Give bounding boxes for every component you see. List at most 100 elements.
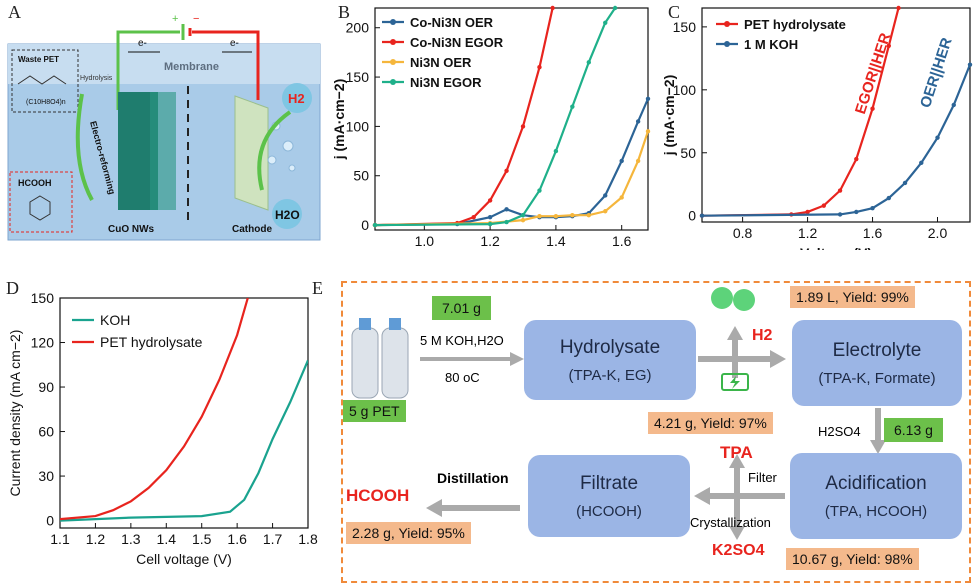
data-point	[603, 209, 608, 214]
electrolyte-title: Electrolyte	[832, 339, 922, 361]
data-point	[504, 219, 509, 225]
y-tick-label: 0	[361, 217, 369, 233]
data-point	[487, 198, 493, 203]
data-point	[471, 214, 476, 220]
data-point	[504, 168, 509, 173]
x-tick-label: 0.8	[733, 225, 753, 241]
panel-b-label: B	[338, 2, 351, 22]
data-point	[520, 217, 526, 223]
cathode-label: Cathode	[232, 224, 272, 235]
h2o-bubble	[272, 199, 302, 229]
cathode-plate	[234, 95, 269, 211]
data-point	[570, 104, 575, 109]
electrolyte-box: Electrolyte (TPA-K, Formate)	[792, 320, 962, 406]
nanowire-fringe	[150, 92, 176, 210]
data-point	[896, 5, 901, 11]
data-point	[635, 119, 641, 124]
x-tick-label: 1.6	[612, 233, 632, 249]
data-point	[645, 129, 651, 134]
data-point	[935, 135, 940, 140]
series-line-pet-hydrolysate	[60, 298, 249, 521]
tank-top-layer	[8, 44, 320, 84]
cuo-label: CuO NWs	[108, 224, 155, 235]
oer-annotation: OER||HER	[917, 36, 956, 110]
x-tick-label: 1.0	[415, 233, 435, 249]
electron-right: e-	[230, 38, 239, 49]
panel-a-schematic: + − e- e- Membrane H2 H2O Waste PET (C10…	[7, 13, 321, 241]
bottle-cap	[389, 318, 401, 330]
data-point	[504, 207, 509, 212]
legend-label: 1 M KOH	[744, 37, 798, 52]
battery-icon	[721, 373, 749, 391]
x-tick-label: 1.2	[480, 233, 500, 249]
x-tick-label: 1.4	[157, 531, 177, 547]
arrowhead	[727, 326, 743, 340]
crystallization-label: Crystallization	[690, 515, 771, 530]
data-point	[537, 188, 542, 193]
pet-mass-tag: 5 g PET	[343, 400, 406, 422]
filtrate-subtitle: (HCOOH)	[576, 502, 642, 520]
x-tick-label: 1.3	[121, 531, 141, 547]
arrowhead	[729, 454, 745, 468]
data-point	[821, 203, 827, 208]
legend-marker	[390, 39, 396, 45]
arrowhead	[426, 499, 442, 517]
data-point	[553, 148, 559, 154]
y-tick-label: 50	[680, 145, 696, 161]
data-point	[805, 209, 810, 215]
panel-c-label: C	[668, 2, 681, 22]
x-tick-label: 1.6	[227, 531, 247, 547]
panel-a-label: A	[8, 2, 21, 22]
data-point	[837, 188, 843, 193]
x-tick-label: 1.6	[863, 225, 883, 241]
h2-bubble	[282, 83, 312, 113]
y-tick-label: 50	[353, 168, 369, 184]
hydrolysate-subtitle: (TPA-K, EG)	[568, 366, 652, 384]
hydrolysate-box: Hydrolysate (TPA-K, EG)	[524, 320, 696, 400]
x-tick-label: 1.4	[546, 233, 566, 249]
x-tick-label: 1.2	[798, 225, 818, 241]
data-point	[487, 221, 493, 227]
cathode-h2: H2	[288, 91, 305, 106]
bubble	[282, 140, 294, 152]
y-tick-label: 120	[31, 335, 55, 351]
data-point	[619, 195, 624, 200]
data-point	[603, 193, 608, 198]
battery-bolt	[730, 376, 740, 389]
membrane-label: Membrane	[164, 61, 219, 73]
anode-wire	[116, 30, 180, 110]
k2so4-yield-tag: 10.67 g, Yield: 98%	[786, 548, 919, 570]
hydrolysis-conditions: 5 M KOH,H2O	[420, 333, 504, 348]
data-point	[570, 213, 575, 218]
arrowhead	[510, 352, 524, 366]
arrowhead	[870, 440, 886, 454]
h2-volume-tag: 1.89 L, Yield: 99%	[790, 286, 915, 308]
hcooh-yield-tag: 2.28 g, Yield: 95%	[346, 522, 471, 544]
y-tick-label: 200	[346, 20, 370, 36]
hcooh-box	[9, 171, 73, 233]
electron-left: e-	[138, 38, 147, 49]
x-tick-label: 2.0	[928, 225, 948, 241]
filtrate-title: Filtrate	[579, 472, 639, 494]
plot-frame	[59, 297, 309, 529]
y-tick-label: 100	[673, 82, 697, 98]
x-tick-label: 1.7	[263, 531, 283, 547]
cathode-wire	[192, 30, 260, 100]
hydrolysate-mass-tag: 7.01 g	[432, 296, 491, 320]
pet-bottle	[351, 327, 379, 399]
bottle-cap	[359, 318, 371, 330]
series-line-ni3n-egor	[375, 8, 617, 227]
process-flow-graphics	[351, 287, 886, 540]
legend-marker	[390, 59, 396, 65]
acidification-box: Acidification (TPA, HCOOH)	[790, 453, 962, 539]
series-line-co-ni3n-egor	[375, 8, 554, 227]
battery-minus: −	[193, 13, 199, 25]
h2-product: H2	[752, 327, 773, 344]
hcooh-label: HCOOH	[18, 178, 52, 188]
hydrolysate-title: Hydrolysate	[559, 336, 661, 358]
series-line-koh	[60, 359, 308, 522]
data-point	[854, 156, 859, 162]
distillation-label: Distillation	[437, 470, 509, 486]
legend-label: Co-Ni3N EGOR	[410, 35, 504, 50]
data-point	[870, 205, 875, 211]
